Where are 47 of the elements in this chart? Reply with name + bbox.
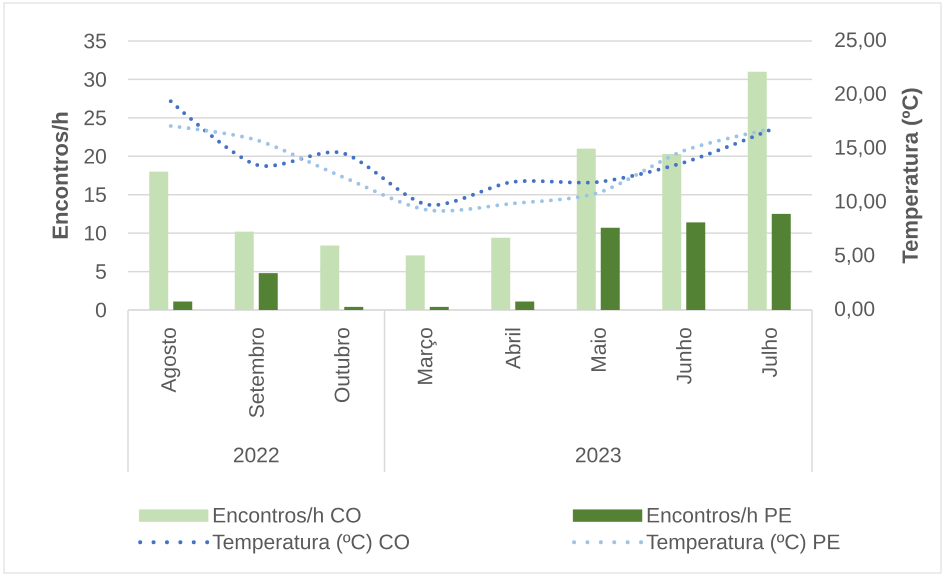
bar — [600, 228, 620, 310]
y-tick-label: 25 — [84, 110, 106, 126]
y-tick-label: 0 — [96, 302, 106, 318]
legend-label: Encontros/h PE — [648, 507, 792, 523]
line-series — [168, 99, 772, 207]
bar — [430, 306, 449, 310]
bar — [344, 306, 364, 310]
legend-label: Temperatura (ºC) PE — [646, 534, 840, 554]
bar — [491, 238, 510, 310]
y2-axis-title: Temperatura (ºC) — [902, 88, 922, 264]
y2-tick-label: 25,00 — [835, 32, 886, 50]
x-tick-label: Setembro — [248, 328, 264, 418]
bar — [406, 255, 425, 310]
x-tick-label: Maio — [590, 328, 606, 371]
legend-label: Temperatura (ºC) CO — [212, 534, 409, 554]
y-tick-label: 5 — [96, 264, 106, 279]
bar — [258, 273, 278, 310]
x-tick-label: Julho — [762, 328, 777, 378]
y-tick-label: 20 — [84, 148, 106, 164]
bar — [234, 232, 254, 310]
y2-tick-label: 15,00 — [836, 140, 886, 158]
y-tick-label: 30 — [84, 72, 106, 87]
y2-tick-label: 20,00 — [835, 86, 886, 104]
x-tick-label: Junho — [676, 328, 692, 384]
y2-tick-label: 0,00 — [835, 301, 874, 319]
bar — [515, 302, 534, 310]
text: 2022 — [234, 448, 279, 462]
bar — [576, 148, 596, 310]
y2-tick-label: 10,00 — [836, 194, 886, 212]
bar — [320, 245, 340, 310]
bar — [772, 214, 791, 310]
legend-label: Encontros/h CO — [214, 507, 361, 523]
bar — [173, 302, 192, 310]
y-tick-label: 10 — [85, 226, 106, 241]
y-tick-label: 35 — [84, 34, 106, 48]
y2-tick-label: 5,00 — [835, 248, 874, 265]
y-axis-title: Encontros/h — [52, 112, 68, 238]
bar — [662, 154, 682, 310]
bar — [686, 222, 706, 310]
bar — [748, 72, 767, 310]
y-tick-label: 15 — [85, 187, 106, 202]
text: 2023 — [576, 448, 621, 462]
bar — [149, 172, 168, 310]
x-tick-label: Abril — [505, 328, 520, 370]
x-tick-label: Março — [418, 328, 437, 384]
x-tick-label: Outubro — [334, 328, 350, 402]
x-tick-label: Agosto — [161, 328, 180, 393]
